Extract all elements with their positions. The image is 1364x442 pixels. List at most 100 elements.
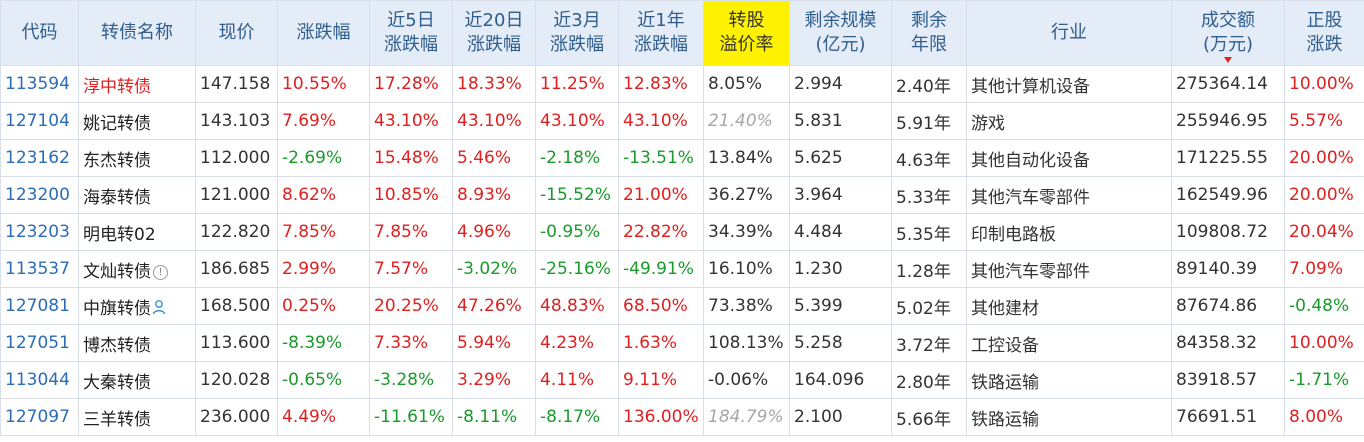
bond-code-cell[interactable]: 127051 — [0, 324, 79, 362]
change-5d-cell: -11.61% — [369, 398, 453, 436]
col-header-5d-change[interactable]: 近5日 涨跌幅 — [369, 0, 453, 66]
bond-name[interactable]: 淳中转债 — [83, 76, 151, 97]
table-row[interactable]: 113537 文灿转债! 186.685 2.99% 7.57% -3.02% -25.16… — [0, 250, 1364, 288]
col-header-20d-change[interactable]: 近20日 涨跌幅 — [452, 0, 536, 66]
bond-name[interactable]: 文灿转债 — [83, 261, 151, 282]
bond-name[interactable]: 博杰转债 — [83, 335, 151, 356]
col-header-volume[interactable]: 成交额 (万元) — [1171, 0, 1285, 66]
remaining-scale-cell: 4.484 — [789, 213, 892, 251]
change: -8.39% — [282, 333, 343, 353]
remaining-scale: 5.258 — [794, 333, 843, 353]
bond-code-cell[interactable]: 127081 — [0, 287, 79, 325]
volume-cell: 76691.51 — [1171, 398, 1285, 436]
volume: 89140.39 — [1176, 259, 1258, 279]
col-header-conversion-premium[interactable]: 转股 溢价率 — [703, 0, 790, 66]
bond-code-cell[interactable]: 113594 — [0, 65, 79, 103]
table-row[interactable]: 123162 东杰转债 112.000 -2.69% 15.48% 5.46% -2.18%… — [0, 139, 1364, 177]
bond-name-cell[interactable]: 大秦转债 — [78, 361, 196, 399]
bond-code-cell[interactable]: 123200 — [0, 176, 79, 214]
conversion-premium: 34.39% — [708, 222, 773, 242]
bond-name[interactable]: 三羊转债 — [83, 409, 151, 430]
change: 7.69% — [282, 111, 337, 131]
person-icon[interactable] — [152, 299, 166, 315]
conversion-premium-cell: -0.06% — [703, 361, 790, 399]
stock-change-cell: 20.04% — [1284, 213, 1364, 251]
remaining-years: 2.80年 — [896, 372, 951, 393]
table-row[interactable]: 123203 明电转02 122.820 7.85% 7.85% 4.96% -0.95% 2… — [0, 213, 1364, 251]
bond-code-cell[interactable]: 113044 — [0, 361, 79, 399]
bond-name-cell[interactable]: 文灿转债! — [78, 250, 196, 288]
table-row[interactable]: 127081 中旗转债 168.500 0.25% 20.25% 47.26% 48.83%… — [0, 287, 1364, 325]
volume: 109808.72 — [1176, 222, 1268, 242]
col-header-code[interactable]: 代码 — [0, 0, 79, 66]
table-row[interactable]: 127104 姚记转债 143.103 7.69% 43.10% 43.10% 43.10%… — [0, 102, 1364, 140]
bond-name-cell[interactable]: 三羊转债 — [78, 398, 196, 436]
table-body: 113594 淳中转债 147.158 10.55% 17.28% 18.33% 11.25… — [0, 65, 1364, 436]
change-20d-cell: 8.93% — [452, 176, 536, 214]
bond-name[interactable]: 大秦转债 — [83, 372, 151, 393]
industry: 其他自动化设备 — [971, 150, 1090, 171]
bond-code[interactable]: 113537 — [5, 259, 70, 279]
change-5d: 7.33% — [374, 333, 429, 353]
col-header-stock-change[interactable]: 正股 涨跌 — [1284, 0, 1364, 66]
col-header-price[interactable]: 现价 — [195, 0, 278, 66]
sort-desc-icon[interactable] — [1224, 57, 1232, 63]
bond-code[interactable]: 127097 — [5, 407, 70, 427]
bond-code[interactable]: 127081 — [5, 296, 70, 316]
bond-name[interactable]: 海泰转债 — [83, 187, 151, 208]
bond-code[interactable]: 113044 — [5, 370, 70, 390]
industry-cell: 游戏 — [966, 102, 1172, 140]
bond-name[interactable]: 姚记转债 — [83, 113, 151, 134]
bond-name[interactable]: 东杰转债 — [83, 150, 151, 171]
bond-code-cell[interactable]: 123162 — [0, 139, 79, 177]
bond-code[interactable]: 127104 — [5, 111, 70, 131]
bond-name-cell[interactable]: 中旗转债 — [78, 287, 196, 325]
stock-change: -0.48% — [1289, 296, 1350, 316]
bond-code[interactable]: 113594 — [5, 74, 70, 94]
change-5d: 17.28% — [374, 74, 439, 94]
bond-code[interactable]: 127051 — [5, 333, 70, 353]
bond-code-cell[interactable]: 127097 — [0, 398, 79, 436]
bond-code-cell[interactable]: 127104 — [0, 102, 79, 140]
change-1y: 68.50% — [623, 296, 688, 316]
col-header-remaining-years[interactable]: 剩余 年限 — [891, 0, 967, 66]
col-header-remaining-scale[interactable]: 剩余规模 (亿元) — [789, 0, 892, 66]
bond-code[interactable]: 123162 — [5, 148, 70, 168]
remaining-scale: 1.230 — [794, 259, 843, 279]
bond-name-cell[interactable]: 东杰转债 — [78, 139, 196, 177]
bond-code-cell[interactable]: 123203 — [0, 213, 79, 251]
bond-name-cell[interactable]: 海泰转债 — [78, 176, 196, 214]
remaining-years-cell: 5.33年 — [891, 176, 967, 214]
info-icon[interactable]: ! — [153, 264, 168, 280]
bond-name[interactable]: 明电转02 — [83, 224, 156, 245]
bond-name-cell[interactable]: 博杰转债 — [78, 324, 196, 362]
change-1y: 43.10% — [623, 111, 688, 131]
table-row[interactable]: 127097 三羊转债 236.000 4.49% -11.61% -8.11% -8.17… — [0, 398, 1364, 436]
col-header-1y-change[interactable]: 近1年 涨跌幅 — [618, 0, 704, 66]
remaining-scale-cell: 5.258 — [789, 324, 892, 362]
col-header-change[interactable]: 涨跌幅 — [277, 0, 370, 66]
col-header-3m-change[interactable]: 近3月 涨跌幅 — [535, 0, 619, 66]
change-20d-cell: 5.94% — [452, 324, 536, 362]
change-5d: -11.61% — [374, 407, 445, 427]
col-header-name[interactable]: 转债名称 — [78, 0, 196, 66]
change-5d-cell: 7.57% — [369, 250, 453, 288]
table-row[interactable]: 113044 大秦转债 120.028 -0.65% -3.28% 3.29% 4.11% 9… — [0, 361, 1364, 399]
stock-change-cell: 10.00% — [1284, 65, 1364, 103]
bond-code[interactable]: 123203 — [5, 222, 70, 242]
bond-name-cell[interactable]: 明电转02 — [78, 213, 196, 251]
volume-cell: 255946.95 — [1171, 102, 1285, 140]
bond-name[interactable]: 中旗转债 — [83, 298, 151, 319]
bond-name-cell[interactable]: 姚记转债 — [78, 102, 196, 140]
bond-name-cell[interactable]: 淳中转债 — [78, 65, 196, 103]
table-row[interactable]: 123200 海泰转债 121.000 8.62% 10.85% 8.93% -15.52%… — [0, 176, 1364, 214]
bond-code[interactable]: 123200 — [5, 185, 70, 205]
col-header-industry[interactable]: 行业 — [966, 0, 1172, 66]
table-row[interactable]: 113594 淳中转债 147.158 10.55% 17.28% 18.33% 11.25… — [0, 65, 1364, 103]
price: 186.685 — [200, 259, 271, 279]
bond-code-cell[interactable]: 113537 — [0, 250, 79, 288]
industry: 其他汽车零部件 — [971, 261, 1090, 282]
table-row[interactable]: 127051 博杰转债 113.600 -8.39% 7.33% 5.94% 4.23% 1.… — [0, 324, 1364, 362]
change: -0.65% — [282, 370, 343, 390]
price: 112.000 — [200, 148, 271, 168]
